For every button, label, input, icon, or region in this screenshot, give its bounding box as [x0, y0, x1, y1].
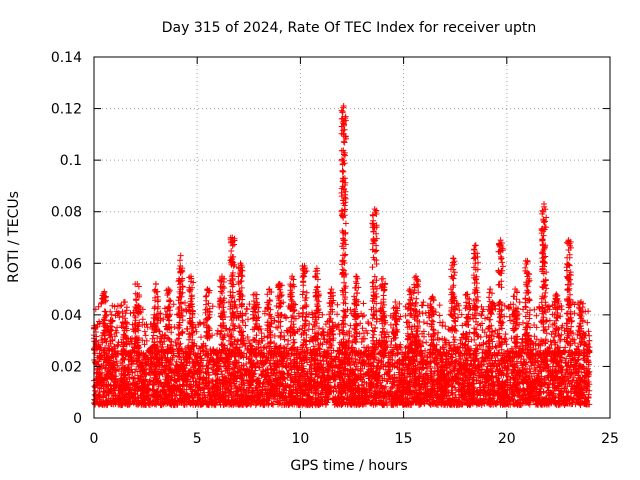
x-tick-label: 25 [601, 431, 619, 447]
y-tick-label: 0.06 [51, 256, 82, 272]
data-points [91, 103, 593, 409]
x-axis: 0 5 10 15 20 25 [90, 57, 619, 447]
roti-marker [91, 103, 593, 409]
chart-title: Day 315 of 2024, Rate Of TEC Index for r… [162, 20, 537, 36]
x-tick-label: 0 [90, 431, 99, 447]
y-tick-label: 0.1 [60, 153, 82, 169]
y-tick-label: 0.02 [51, 359, 82, 375]
x-tick-label: 5 [193, 431, 202, 447]
x-tick-label: 20 [498, 431, 516, 447]
y-tick-label: 0.08 [51, 205, 82, 221]
y-tick-label: 0.12 [51, 102, 82, 118]
x-tick-label: 15 [395, 431, 413, 447]
x-axis-label: GPS time / hours [290, 458, 407, 474]
y-axis-label: ROTI / TECUs [6, 191, 22, 283]
y-tick-label: 0.04 [51, 308, 82, 324]
y-axis: 0 0.02 0.04 0.06 0.08 0.1 0.12 0.14 [51, 50, 610, 427]
y-tick-label: 0 [73, 411, 82, 427]
x-tick-label: 10 [291, 431, 309, 447]
plot-area-frame [93, 56, 611, 419]
y-tick-label: 0.14 [51, 50, 82, 66]
